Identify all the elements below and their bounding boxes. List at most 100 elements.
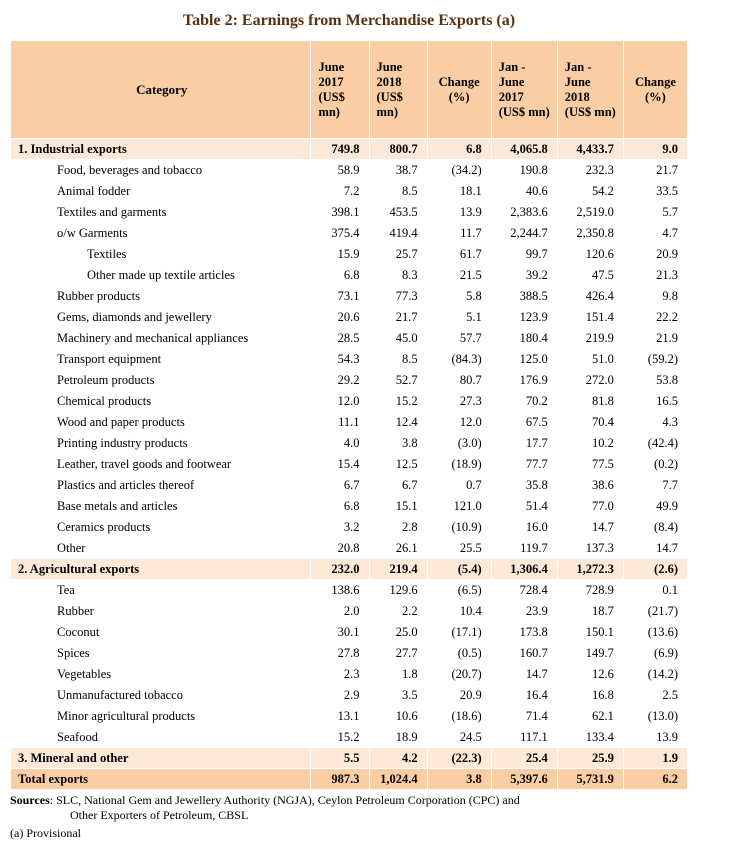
- table-row: Chemical products 12.0 15.2 27.3 70.2 81.8 16.…: [9, 390, 689, 412]
- cell-value: 219.9: [556, 327, 624, 349]
- cell-value: 80.7: [426, 369, 492, 391]
- cell-value: 73.1: [310, 285, 370, 307]
- table-row: 3. Mineral and other 5.5 4.2 (22.3) 25.4 25.9…: [9, 747, 689, 769]
- cell-value: 21.7: [622, 159, 689, 181]
- row-label: Chemical products: [9, 390, 312, 412]
- table-header: Category June 2017 (US$ mn) June 2018 (US$…: [9, 40, 689, 139]
- cell-value: 18.1: [426, 180, 492, 202]
- cell-value: 16.8: [556, 684, 624, 706]
- cell-value: 12.0: [426, 411, 492, 433]
- column-header: Change (%): [622, 40, 689, 139]
- row-label: Seafood: [9, 726, 312, 748]
- table-row: Textiles and garments 398.1 453.5 13.9 2,383…: [9, 201, 689, 223]
- cell-value: 728.4: [490, 579, 558, 601]
- cell-value: 6.2: [622, 768, 689, 790]
- cell-value: 0.1: [622, 579, 689, 601]
- cell-value: 13.9: [426, 201, 492, 223]
- row-label: Tea: [9, 579, 312, 601]
- row-label: Transport equipment: [9, 348, 312, 370]
- cell-value: 38.7: [368, 159, 428, 181]
- cell-value: 1,306.4: [490, 558, 558, 580]
- cell-value: 12.6: [556, 663, 624, 685]
- cell-value: 25.9: [556, 747, 624, 769]
- cell-value: 77.0: [556, 495, 624, 517]
- table-row: Gems, diamonds and jewellery 20.6 21.7 5.1 1…: [9, 306, 689, 328]
- cell-value: 28.5: [310, 327, 370, 349]
- cell-value: (84.3): [426, 348, 492, 370]
- table-row: Unmanufactured tobacco 2.9 3.5 20.9 16.4 16.8…: [9, 684, 689, 706]
- cell-value: 3.2: [310, 516, 370, 538]
- table-row: Tea 138.6 129.6 (6.5) 728.4 728.9 0.1: [9, 579, 689, 601]
- cell-value: 77.3: [368, 285, 428, 307]
- cell-value: 120.6: [556, 243, 624, 265]
- table-row: Petroleum products 29.2 52.7 80.7 176.9 272.0…: [9, 369, 689, 391]
- cell-value: 272.0: [556, 369, 624, 391]
- cell-value: 5.1: [426, 306, 492, 328]
- cell-value: 61.7: [426, 243, 492, 265]
- cell-value: 81.8: [556, 390, 624, 412]
- table-row: Total exports 987.3 1,024.4 3.8 5,397.6 5,731…: [9, 768, 689, 790]
- table-row: Seafood 15.2 18.9 24.5 117.1 133.4 13.9: [9, 726, 689, 748]
- row-label: Rubber products: [9, 285, 312, 307]
- cell-value: 70.4: [556, 411, 624, 433]
- cell-value: 20.9: [622, 243, 689, 265]
- cell-value: 1,272.3: [556, 558, 624, 580]
- cell-value: 129.6: [368, 579, 428, 601]
- cell-value: 40.6: [490, 180, 558, 202]
- cell-value: (59.2): [622, 348, 689, 370]
- cell-value: 9.0: [622, 138, 689, 160]
- cell-value: 15.4: [310, 453, 370, 475]
- row-label: Food, beverages and tobacco: [9, 159, 312, 181]
- cell-value: 77.7: [490, 453, 558, 475]
- cell-value: 3.8: [426, 768, 492, 790]
- cell-value: 728.9: [556, 579, 624, 601]
- cell-value: 18.7: [556, 600, 624, 622]
- cell-value: 67.5: [490, 411, 558, 433]
- row-label: Vegetables: [9, 663, 312, 685]
- cell-value: 25.4: [490, 747, 558, 769]
- cell-value: 173.8: [490, 621, 558, 643]
- cell-value: 2,383.6: [490, 201, 558, 223]
- cell-value: (0.5): [426, 642, 492, 664]
- cell-value: 123.9: [490, 306, 558, 328]
- cell-value: 119.7: [490, 537, 558, 559]
- cell-value: 5.5: [310, 747, 370, 769]
- cell-value: 2,244.7: [490, 222, 558, 244]
- cell-value: 22.2: [622, 306, 689, 328]
- cell-value: 15.2: [368, 390, 428, 412]
- table-row: Leather, travel goods and footwear 15.4 12…: [9, 453, 689, 475]
- cell-value: 151.4: [556, 306, 624, 328]
- column-header: June 2018 (US$ mn): [368, 40, 428, 139]
- cell-value: (3.0): [426, 432, 492, 454]
- row-label: 2. Agricultural exports: [9, 558, 312, 580]
- row-label: Other: [9, 537, 312, 559]
- cell-value: 2.0: [310, 600, 370, 622]
- cell-value: 62.1: [556, 705, 624, 727]
- table-row: Coconut 30.1 25.0 (17.1) 173.8 150.1 (13.6): [9, 621, 689, 643]
- cell-value: 12.5: [368, 453, 428, 475]
- row-label: Minor agricultural products: [9, 705, 312, 727]
- column-header: Change (%): [426, 40, 492, 139]
- cell-value: 35.8: [490, 474, 558, 496]
- cell-value: (8.4): [622, 516, 689, 538]
- cell-value: 18.9: [368, 726, 428, 748]
- cell-value: 176.9: [490, 369, 558, 391]
- cell-value: 77.5: [556, 453, 624, 475]
- cell-value: 4.7: [622, 222, 689, 244]
- cell-value: 7.2: [310, 180, 370, 202]
- cell-value: (10.9): [426, 516, 492, 538]
- cell-value: 15.2: [310, 726, 370, 748]
- cell-value: 4.3: [622, 411, 689, 433]
- cell-value: 10.6: [368, 705, 428, 727]
- table-row: Transport equipment 54.3 8.5 (84.3) 125.0 51.…: [9, 348, 689, 370]
- cell-value: 1,024.4: [368, 768, 428, 790]
- cell-value: 398.1: [310, 201, 370, 223]
- cell-value: 10.2: [556, 432, 624, 454]
- row-label: Base metals and articles: [9, 495, 312, 517]
- cell-value: 8.5: [368, 348, 428, 370]
- cell-value: 11.1: [310, 411, 370, 433]
- cell-value: (18.9): [426, 453, 492, 475]
- cell-value: (17.1): [426, 621, 492, 643]
- cell-value: 6.8: [310, 264, 370, 286]
- table-row: Food, beverages and tobacco 58.9 38.7 (34.2…: [9, 159, 689, 181]
